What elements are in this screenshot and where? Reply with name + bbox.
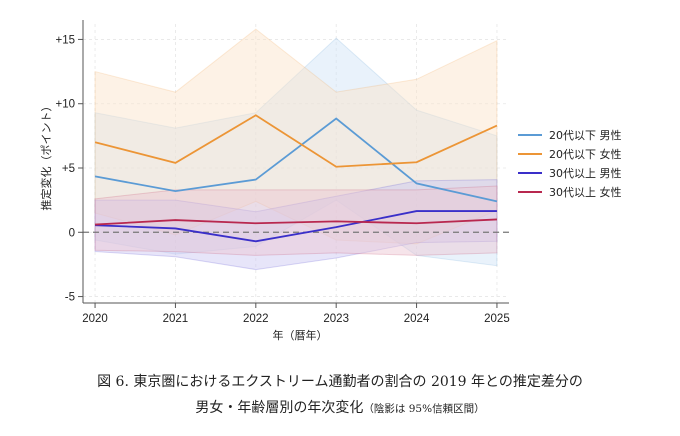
legend-label-1: 20代以下 男性 [549,128,622,142]
x-tick-label: 2023 [323,313,349,325]
x-tick-label: 2025 [484,313,510,325]
y-tick-label: +15 [55,34,75,46]
series-line-2 [94,114,498,168]
y-tick-label: +5 [62,163,75,175]
x-tick-label: 2022 [243,313,269,325]
x-tick-label: 2021 [163,313,189,325]
ci-band-1 [94,37,498,267]
legend-label-3: 30代以上 男性 [549,166,622,180]
legend: 20代以下 男性 20代以下 女性 30代以上 男性 30代以上 女性 [518,128,622,199]
y-ticks: +15 +10 +5 0 -5 [55,34,83,304]
y-tick-label: +10 [55,99,75,111]
x-tick-label: 2020 [82,313,108,325]
x-tick-label: 2024 [404,313,430,325]
series-lines [94,114,498,243]
chart: +15 +10 +5 0 -5 2020 2021 2022 2023 2024 2025 年（暦… [39,20,622,342]
ci-band-4 [94,185,498,256]
figure-caption-line1: 図 6. 東京圏におけるエクストリーム通勤者の割合の 2019 年との推定差分の [97,374,583,390]
y-tick-label: -5 [65,292,75,304]
series-line-4 [95,218,497,226]
x-ticks: 2020 2021 2022 2023 2024 2025 [82,303,510,325]
figure-caption-note: （陰影は 95%信頼区間） [363,403,485,415]
confidence-bands [94,28,498,271]
x-axis-title: 年（暦年） [273,328,328,342]
figure-caption-main: 男女・年齢層別の年次変化 [195,400,364,416]
figure-caption-line2: 男女・年齢層別の年次変化（陰影は 95%信頼区間） [0,397,680,417]
legend-label-4: 30代以上 女性 [549,185,622,199]
legend-label-2: 20代以下 女性 [549,147,622,161]
ci-band-3 [94,179,498,271]
series-line-1 [94,117,498,203]
series-line-3 [95,210,497,243]
axes [82,20,509,304]
y-tick-label: 0 [69,227,75,239]
y-axis-title: 推定変化（ポイント） [39,101,53,211]
